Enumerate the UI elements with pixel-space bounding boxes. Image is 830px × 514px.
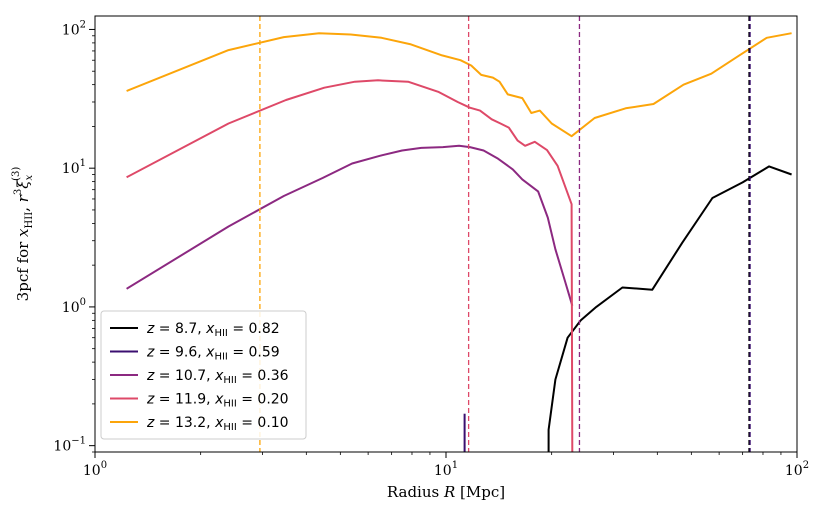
y-tick-label: 100 <box>62 297 86 316</box>
y-axis-label: 3pcf for xHII, r3ξx(3) <box>11 167 35 302</box>
legend-label-3: z = 11.9, xHII = 0.20 <box>146 392 289 410</box>
legend-box <box>100 310 307 440</box>
series-line-3 <box>126 79 574 452</box>
legend-label-4: z = 13.2, xHII = 0.10 <box>146 415 289 433</box>
y-tick-label: 101 <box>62 158 86 177</box>
reference-lines <box>259 16 751 452</box>
legend-label-0: z = 8.7, xHII = 0.82 <box>146 321 280 339</box>
legend-label-2: z = 10.7, xHII = 0.36 <box>146 368 289 386</box>
x-tick-label: 102 <box>785 460 809 479</box>
y-tick-label: 10−1 <box>53 436 86 455</box>
x-tick-label: 101 <box>434 460 458 479</box>
plot-series <box>126 32 792 452</box>
series-line-2 <box>126 144 574 306</box>
x-axis-label: Radius R [Mpc] <box>387 483 505 501</box>
series-line-4 <box>126 32 792 138</box>
legend: z = 8.7, xHII = 0.82 z = 9.6, xHII = 0.59… <box>100 310 307 440</box>
legend-label-1: z = 9.6, xHII = 0.59 <box>146 345 280 363</box>
series-line-0 <box>547 165 792 452</box>
axes: 100 101 102 10−1 100 101 102 Radius R [Mpc] 3pcf… <box>11 15 809 501</box>
x-tick-label: 100 <box>83 460 107 479</box>
y-tick-label: 102 <box>62 19 86 38</box>
